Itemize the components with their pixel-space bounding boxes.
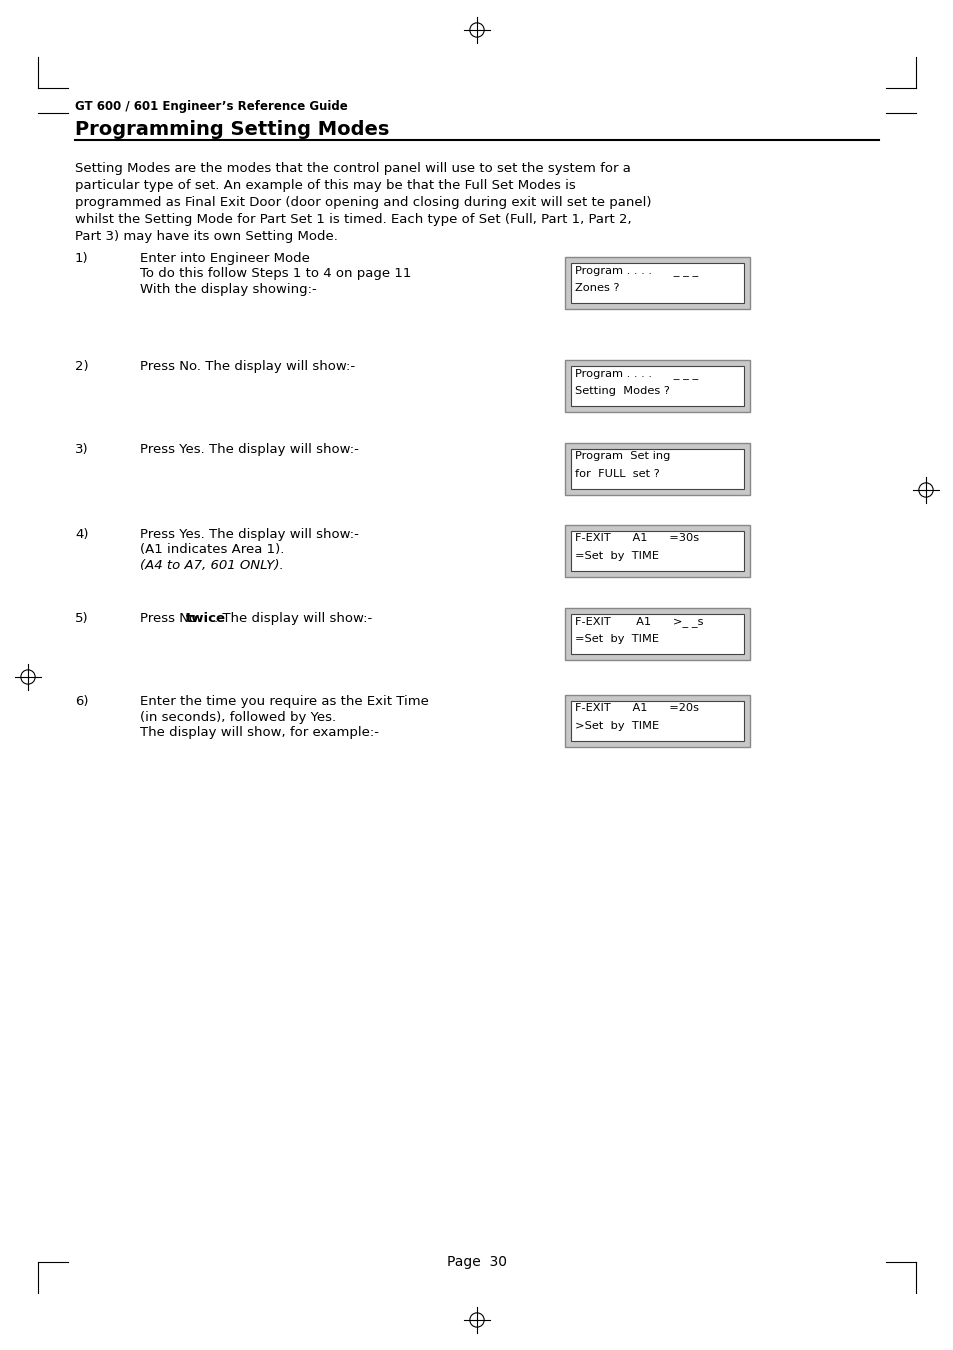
Text: Setting Modes are the modes that the control panel will use to set the system fo: Setting Modes are the modes that the con… [75,162,630,176]
Text: With the display showing:-: With the display showing:- [140,284,316,296]
Text: Zones ?: Zones ? [575,284,618,293]
Text: =Set  by  TIME: =Set by TIME [575,634,659,644]
Text: Program . . . .      _ _ _: Program . . . . _ _ _ [575,265,698,275]
Text: Program  Set ing: Program Set ing [575,451,670,460]
Text: Enter the time you require as the Exit Time: Enter the time you require as the Exit T… [140,695,429,707]
Text: Program . . . .      _ _ _: Program . . . . _ _ _ [575,369,698,379]
Text: Part 3) may have its own Setting Mode.: Part 3) may have its own Setting Mode. [75,230,337,243]
Text: (A4 to A7, 601 ONLY).: (A4 to A7, 601 ONLY). [140,559,283,572]
Text: Press No: Press No [140,612,201,625]
Text: 4): 4) [75,528,89,541]
Text: Press No. The display will show:-: Press No. The display will show:- [140,360,355,373]
Text: F-EXIT      A1      =30s: F-EXIT A1 =30s [575,533,699,543]
Text: Setting  Modes ?: Setting Modes ? [575,386,669,396]
FancyBboxPatch shape [564,525,749,576]
Text: F-EXIT      A1      =20s: F-EXIT A1 =20s [575,703,699,713]
Text: Page  30: Page 30 [447,1256,506,1269]
Text: The display will show, for example:-: The display will show, for example:- [140,726,378,738]
FancyBboxPatch shape [564,360,749,412]
FancyBboxPatch shape [571,263,743,302]
Text: 2): 2) [75,360,89,373]
FancyBboxPatch shape [571,450,743,489]
Text: Programming Setting Modes: Programming Setting Modes [75,120,389,139]
Text: GT 600 / 601 Engineer’s Reference Guide: GT 600 / 601 Engineer’s Reference Guide [75,100,348,113]
Text: twice: twice [185,612,225,625]
Text: Enter into Engineer Mode: Enter into Engineer Mode [140,252,310,265]
FancyBboxPatch shape [564,443,749,495]
Text: F-EXIT       A1      >_ _s: F-EXIT A1 >_ _s [575,616,702,626]
Text: particular type of set. An example of this may be that the Full Set Modes is: particular type of set. An example of th… [75,180,576,192]
Text: (in seconds), followed by Yes.: (in seconds), followed by Yes. [140,710,335,724]
Text: for  FULL  set ?: for FULL set ? [575,468,659,479]
Text: Press Yes. The display will show:-: Press Yes. The display will show:- [140,443,358,456]
Text: programmed as Final Exit Door (door opening and closing during exit will set te : programmed as Final Exit Door (door open… [75,196,651,209]
Text: To do this follow Steps 1 to 4 on page 11: To do this follow Steps 1 to 4 on page 1… [140,267,411,281]
Text: 3): 3) [75,443,89,456]
FancyBboxPatch shape [571,701,743,741]
Text: 1): 1) [75,252,89,265]
Text: Press Yes. The display will show:-: Press Yes. The display will show:- [140,528,358,541]
FancyBboxPatch shape [571,614,743,653]
Text: 6): 6) [75,695,89,707]
FancyBboxPatch shape [564,256,749,309]
FancyBboxPatch shape [564,695,749,747]
Text: =Set  by  TIME: =Set by TIME [575,551,659,562]
Text: whilst the Setting Mode for Part Set 1 is timed. Each type of Set (Full, Part 1,: whilst the Setting Mode for Part Set 1 i… [75,213,631,225]
Text: >Set  by  TIME: >Set by TIME [575,721,659,730]
Text: (A1 indicates Area 1).: (A1 indicates Area 1). [140,544,284,556]
FancyBboxPatch shape [571,531,743,571]
FancyBboxPatch shape [571,366,743,406]
FancyBboxPatch shape [564,608,749,660]
Text: . The display will show:-: . The display will show:- [214,612,373,625]
Text: 5): 5) [75,612,89,625]
